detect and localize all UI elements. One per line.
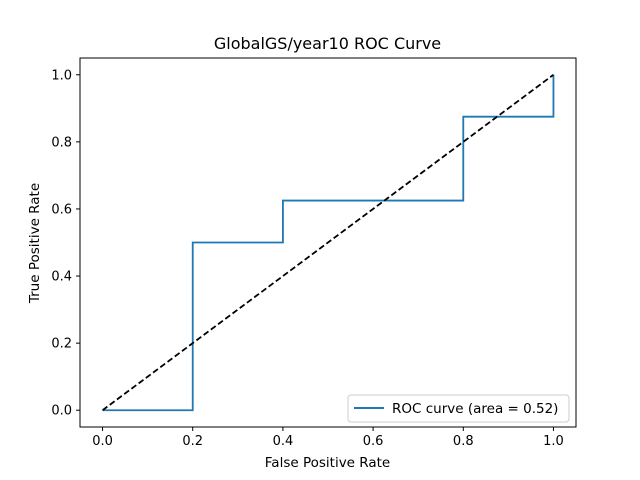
x-tick-label: 0.2: [182, 434, 203, 449]
x-tick-label: 0.4: [273, 434, 294, 449]
x-axis-label: False Positive Rate: [265, 455, 390, 471]
plot-frame: [79, 57, 577, 428]
y-tick-label: 0.8: [51, 135, 72, 150]
x-tick-label: 0.8: [453, 434, 474, 449]
x-tick-label: 0.0: [92, 434, 113, 449]
x-tick-label: 1.0: [543, 434, 564, 449]
y-tick-label: 1.0: [51, 68, 72, 83]
y-tick-label: 0.6: [51, 202, 72, 217]
y-tick-label: 0.4: [51, 270, 72, 285]
legend-box: [347, 394, 570, 423]
y-tick-label: 0.0: [51, 404, 72, 419]
chance-diagonal-line: [102, 74, 554, 411]
legend: ROC curve (area = 0.52): [347, 394, 570, 423]
x-tick-label: 0.6: [363, 434, 384, 449]
y-tick-label: 0.2: [51, 337, 72, 352]
y-axis-label: True Positive Rate: [27, 183, 43, 304]
legend-label-roc: ROC curve (area = 0.52): [392, 401, 558, 417]
roc-curve-line: [102, 74, 555, 412]
chart-title: GlobalGS/year10 ROC Curve: [214, 34, 441, 53]
plot-area: 0.0 0.2 0.4 0.6 0.8 1.0 0.0 0.2 0.4 0.6 0.8 1.0: [51, 57, 577, 449]
